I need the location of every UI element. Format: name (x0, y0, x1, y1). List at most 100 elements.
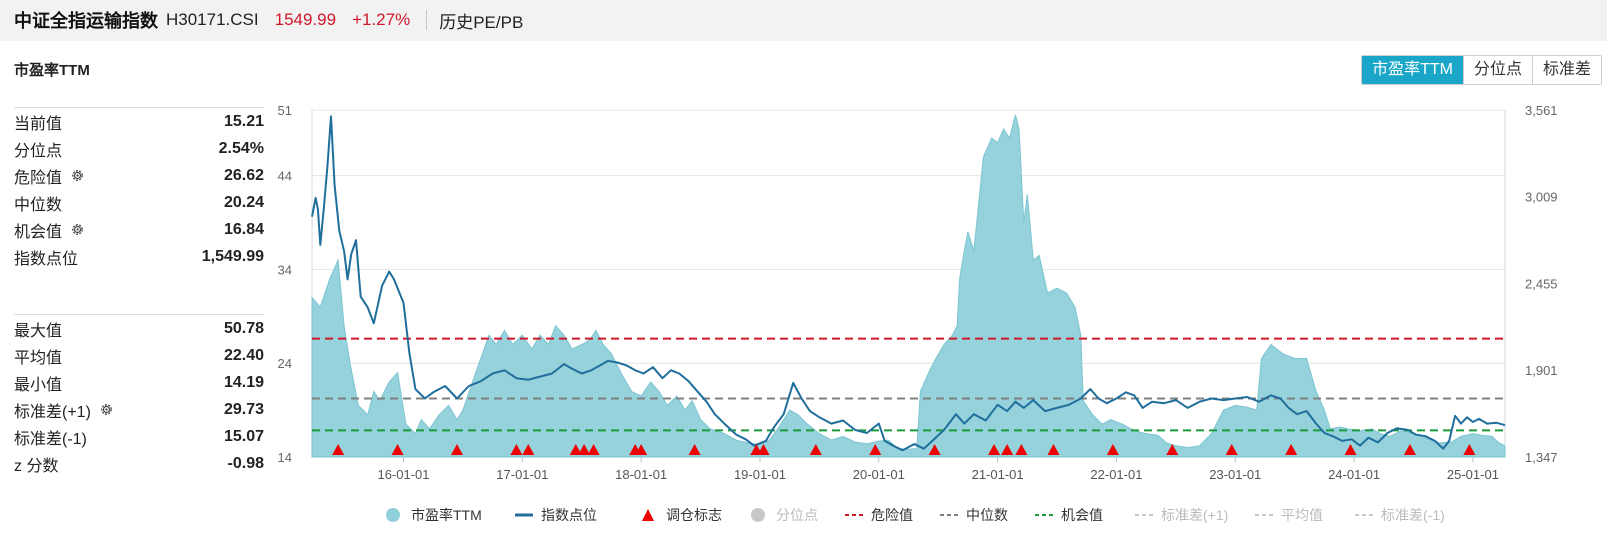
x-tick-label: 25-01-01 (1447, 467, 1499, 482)
index-price: 1549.99 (274, 10, 337, 29)
index-name: 中证全指运输指数 (14, 11, 158, 31)
stat-value: 15.07 (223, 427, 264, 445)
stat-median: 中位数 20.24 (14, 189, 264, 216)
stat-index-level: 指数点位 1,549.99 (14, 243, 264, 270)
stat-stddev-plus: 标准差(+1) 29.73 (14, 396, 264, 423)
rebalance-marker (809, 444, 822, 455)
legend-item[interactable]: 标准差(+1) (1135, 507, 1228, 523)
rebalance-marker (1166, 444, 1179, 455)
y-right-tick-label: 1,901 (1525, 363, 1558, 378)
x-tick-label: 16-01-01 (377, 467, 429, 482)
stat-current: 当前值 15.21 (14, 108, 264, 135)
legend-item[interactable]: 指数点位 (515, 507, 597, 523)
legend-label: 平均值 (1281, 507, 1323, 523)
rebalance-marker (1047, 444, 1060, 455)
stat-label: 机会值 (14, 223, 63, 241)
stat-label: 当前值 (14, 115, 63, 133)
metric-pe-ttm-button[interactable]: 市盈率TTM (1362, 56, 1463, 84)
rebalance-marker (1106, 444, 1119, 455)
x-tick-label: 18-01-01 (615, 467, 667, 482)
stat-label: 指数点位 (14, 250, 79, 268)
legend-item[interactable]: 标准差(-1) (1355, 507, 1445, 523)
legend-label: 市盈率TTM (411, 507, 482, 523)
y-left-tick-label: 44 (278, 169, 292, 184)
stat-stddev-minus: 标准差(-1) 15.07 (14, 423, 264, 450)
x-tick-label: 22-01-01 (1090, 467, 1142, 482)
stat-opportunity: 机会值 16.84 (14, 216, 264, 243)
legend-item[interactable]: 危险值 (845, 507, 913, 523)
legend-item[interactable]: 调仓标志 (642, 507, 722, 523)
x-tick-label: 17-01-01 (496, 467, 548, 482)
stat-label: 标准差(-1) (14, 430, 87, 448)
legend-label: 标准差(-1) (1381, 507, 1445, 523)
legend-item[interactable]: 平均值 (1255, 507, 1323, 523)
metric-toggle-group: 市盈率TTM 分位点 标准差 (1361, 55, 1602, 85)
x-tick-label: 23-01-01 (1209, 467, 1261, 482)
stat-label: 标准差(+1) (14, 403, 91, 421)
stat-min: 最小值 14.19 (14, 369, 264, 396)
rebalance-marker (578, 444, 591, 455)
stats-primary: 当前值 15.21 分位点 2.54% 危险值 26.62 中位数 20.24 … (14, 107, 264, 270)
tab-history-pe-pb[interactable]: 历史PE/PB (439, 12, 524, 32)
stat-value: 16.84 (223, 220, 264, 238)
index-header: 中证全指运输指数 H30171.CSI 1549.99 +1.27% 历史PE/… (0, 0, 1607, 40)
rebalance-marker (928, 444, 941, 455)
rebalance-marker (569, 444, 582, 455)
stat-label: 最小值 (14, 376, 63, 394)
y-right-tick-label: 3,561 (1525, 103, 1558, 118)
stat-value: 26.62 (223, 166, 264, 184)
stat-danger: 危险值 26.62 (14, 162, 264, 189)
stat-value: 2.54% (218, 139, 264, 157)
legend-label: 标准差(+1) (1161, 507, 1228, 523)
rebalance-marker (391, 444, 404, 455)
rebalance-marker (1015, 444, 1028, 455)
x-tick-label: 19-01-01 (734, 467, 786, 482)
legend-item[interactable]: 中位数 (940, 507, 1008, 523)
y-left-tick-label: 24 (278, 356, 292, 371)
rebalance-marker (450, 444, 463, 455)
rebalance-marker (1403, 444, 1416, 455)
y-left-tick-label: 14 (278, 450, 292, 465)
legend-item[interactable]: 机会值 (1035, 507, 1103, 523)
x-tick-label: 24-01-01 (1328, 467, 1380, 482)
legend-label: 分位点 (776, 507, 818, 523)
stat-value: 1,549.99 (201, 247, 264, 265)
rebalance-marker (1001, 444, 1014, 455)
index-level-line (311, 115, 1506, 452)
y-left-tick-label: 34 (278, 262, 292, 277)
stat-label: 平均值 (14, 349, 63, 367)
panel-title: 市盈率TTM (14, 62, 90, 79)
stat-value: 29.73 (223, 400, 264, 418)
stat-value: 15.21 (223, 112, 264, 130)
legend-item[interactable]: 分位点 (751, 507, 818, 523)
metric-percentile-button[interactable]: 分位点 (1462, 56, 1532, 84)
stat-label: 危险值 (14, 169, 63, 187)
stat-z-score: z 分数 -0.98 (14, 450, 264, 477)
rebalance-marker (1285, 444, 1298, 455)
stat-label: 中位数 (14, 196, 63, 214)
gear-icon[interactable] (99, 402, 114, 417)
rebalance-marker (635, 444, 648, 455)
pe-ttm-area (311, 114, 1506, 458)
rebalance-marker (988, 444, 1001, 455)
stat-value: 50.78 (223, 319, 264, 337)
stat-value: -0.98 (227, 454, 264, 472)
rebalance-marker (522, 444, 535, 455)
legend-label: 机会值 (1061, 507, 1103, 523)
legend-item[interactable]: 市盈率TTM (386, 507, 482, 523)
index-code: H30171.CSI (166, 10, 259, 29)
legend-label: 指数点位 (541, 507, 597, 523)
legend-symbol (751, 508, 765, 522)
gear-icon[interactable] (70, 168, 85, 183)
stat-value: 14.19 (223, 373, 264, 391)
y-right-tick-label: 2,455 (1525, 276, 1558, 291)
stat-max: 最大值 50.78 (14, 315, 264, 342)
rebalance-marker (869, 444, 882, 455)
gear-icon[interactable] (70, 222, 85, 237)
stat-label: z 分数 (14, 457, 59, 475)
stat-mean: 平均值 22.40 (14, 342, 264, 369)
metric-stddev-button[interactable]: 标准差 (1531, 56, 1601, 84)
legend-label: 调仓标志 (666, 507, 722, 523)
rebalance-marker (1344, 444, 1357, 455)
